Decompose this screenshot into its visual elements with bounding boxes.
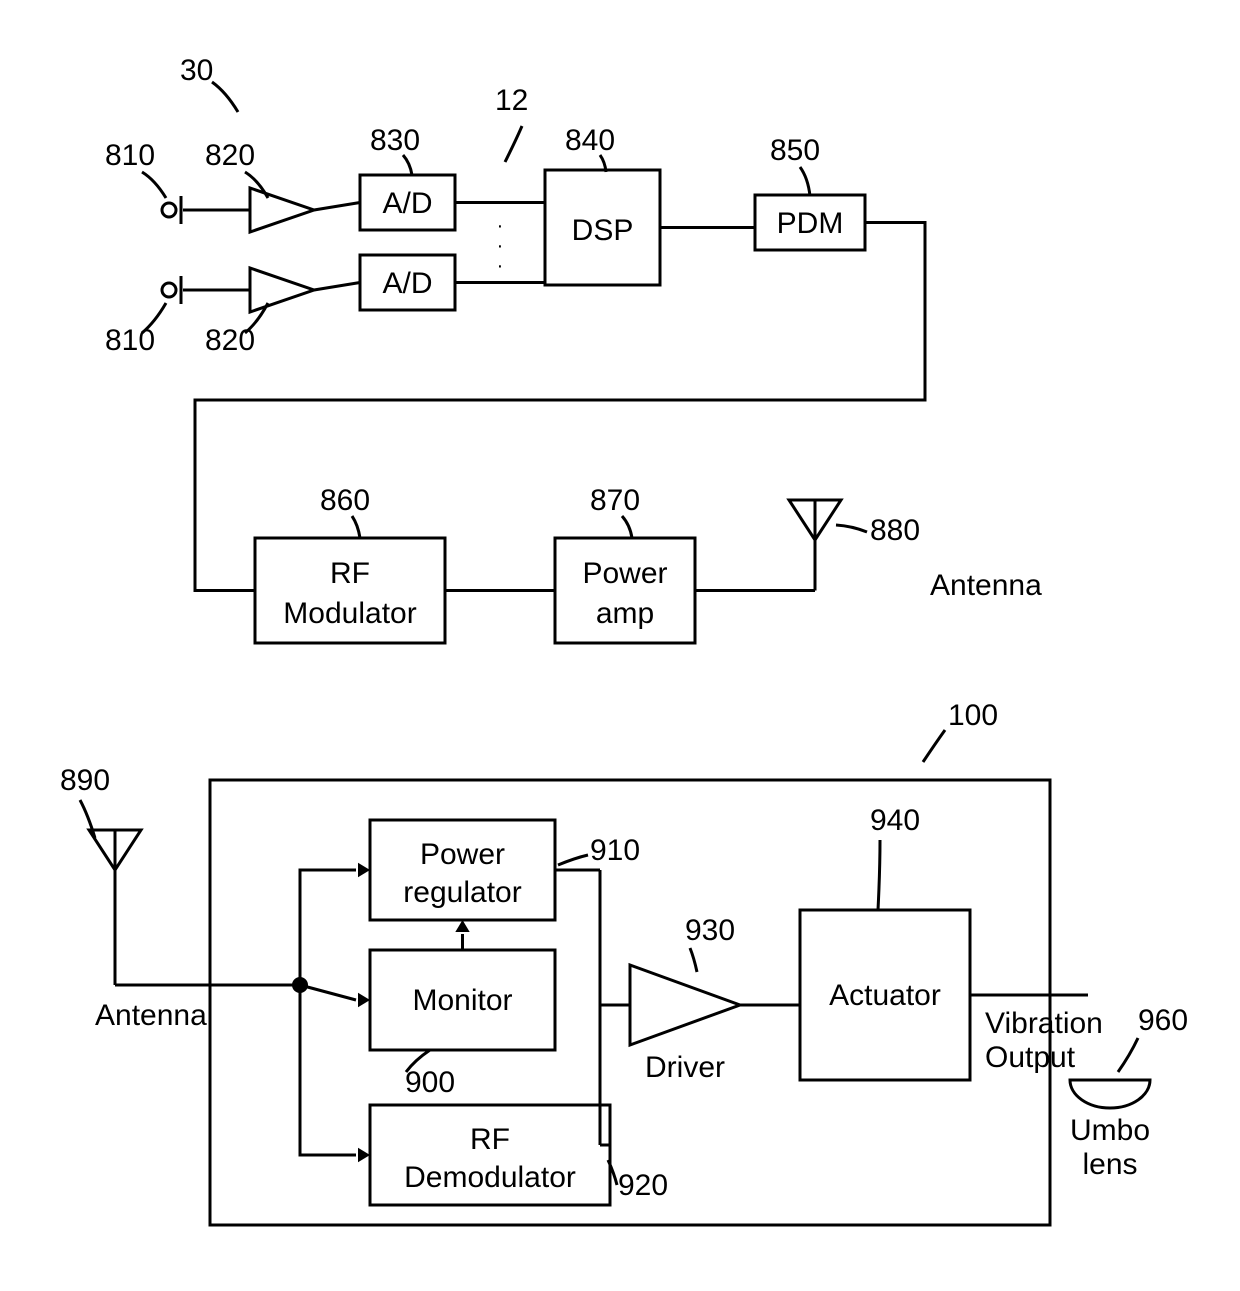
ref-r100: 100 [948, 699, 998, 732]
label: Modulator [283, 597, 416, 630]
label: Power [582, 557, 667, 590]
ref-r930: 930 [685, 914, 735, 947]
ref-r880: 880 [870, 514, 920, 547]
mic-icon [162, 203, 176, 217]
ref-r870: 870 [590, 484, 640, 517]
label: Demodulator [404, 1161, 576, 1194]
ref-r900: 900 [405, 1066, 455, 1099]
antenna-label: Antenna [930, 569, 1042, 602]
ref-r840: 840 [565, 124, 615, 157]
ref-r820a: 820 [205, 139, 255, 172]
leader-line [80, 800, 95, 838]
ref-r820b: 820 [205, 324, 255, 357]
ref-r810b: 810 [105, 324, 155, 357]
umbo-label: Umbo [1070, 1114, 1150, 1147]
vibration-label: Vibration [985, 1007, 1103, 1040]
shape [250, 268, 314, 312]
antenna-label: Antenna [95, 999, 207, 1032]
ref-r910: 910 [590, 834, 640, 867]
ref-r830: 830 [370, 124, 420, 157]
leader-line [352, 516, 360, 538]
dsp-label: DSP [572, 214, 634, 247]
umbo-lens-icon [1070, 1080, 1150, 1108]
shape [250, 188, 314, 232]
ref-r960: 960 [1138, 1004, 1188, 1037]
leader-line [800, 167, 810, 196]
leader-line [403, 155, 412, 175]
leader-line [212, 82, 238, 112]
label: RF [330, 557, 370, 590]
dots: · [497, 255, 504, 277]
label: Monitor [412, 984, 512, 1017]
leader-line [505, 126, 522, 162]
ref-r940: 940 [870, 804, 920, 837]
umbo-label: lens [1082, 1148, 1137, 1181]
ref-r920: 920 [618, 1169, 668, 1202]
dots: · [497, 215, 504, 237]
ad-label: A/D [382, 187, 432, 220]
driver-label: Driver [645, 1051, 725, 1084]
leader-line [836, 525, 867, 532]
leader-line [923, 730, 945, 762]
ref-r30: 30 [180, 54, 213, 87]
ref-r890: 890 [60, 764, 110, 797]
vibration-label: Output [985, 1041, 1076, 1074]
ref-r810a: 810 [105, 139, 155, 172]
mic-icon [162, 283, 176, 297]
ref-r850: 850 [770, 134, 820, 167]
label: regulator [403, 876, 521, 909]
label: RF [470, 1123, 510, 1156]
leader-line [1118, 1038, 1138, 1072]
pdm-label: PDM [777, 207, 844, 240]
ref-r12: 12 [495, 84, 528, 117]
leader-line [622, 516, 632, 538]
dots: · [497, 235, 504, 257]
label: amp [596, 597, 654, 630]
ad-label: A/D [382, 267, 432, 300]
label: Actuator [829, 979, 941, 1012]
wire [314, 283, 360, 291]
wire [314, 203, 360, 211]
leader-line [142, 172, 166, 198]
label: Power [420, 838, 505, 871]
ref-r860: 860 [320, 484, 370, 517]
